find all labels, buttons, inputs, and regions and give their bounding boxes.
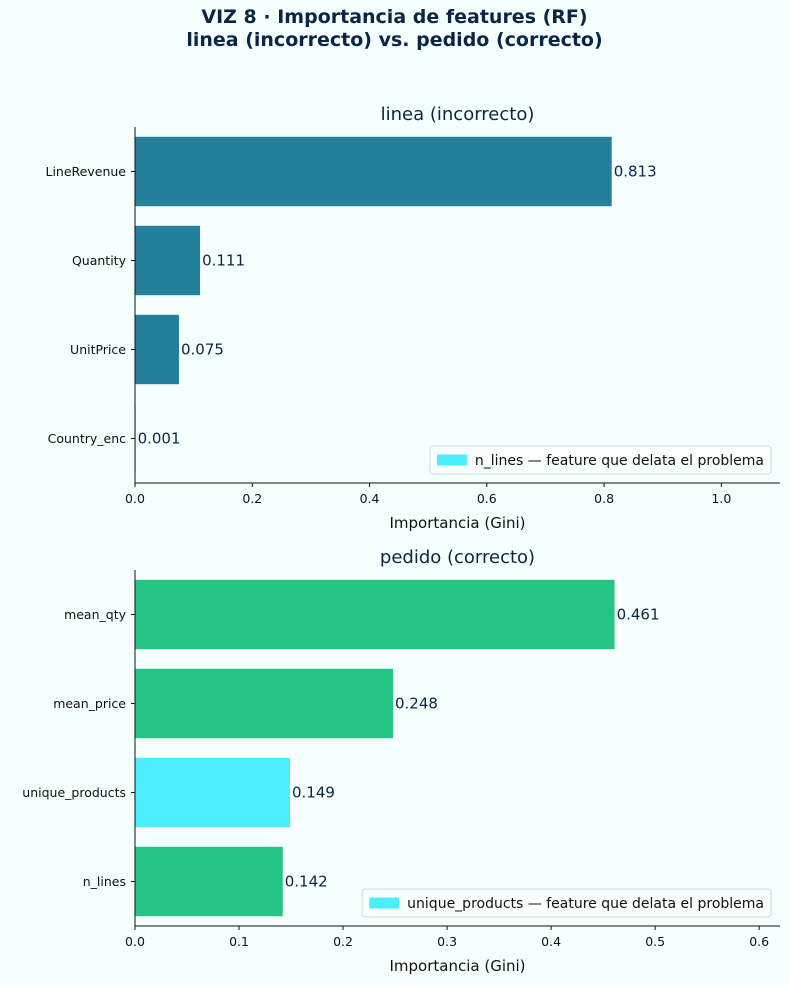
legend-swatch — [436, 454, 467, 466]
figure-title-line-2: linea (incorrecto) vs. pedido (correcto) — [186, 29, 603, 51]
y-tick-label: LineRevenue — [46, 164, 127, 179]
bar — [135, 579, 615, 650]
y-tick-label: UnitPrice — [70, 342, 126, 357]
x-tick-label: 0.0 — [125, 934, 145, 949]
legend: n_lines — feature que delata el problema — [429, 445, 772, 475]
bar-value-label: 0.149 — [292, 784, 335, 802]
y-tick-label: n_lines — [83, 874, 126, 889]
y-tick-label: unique_products — [22, 785, 126, 800]
x-tick-label: 0.0 — [125, 491, 145, 506]
bar-value-label: 0.813 — [614, 163, 657, 181]
bar-value-label: 0.142 — [285, 873, 328, 891]
legend: unique_products — feature que delata el … — [361, 888, 772, 918]
x-tick-label: 0.8 — [594, 491, 614, 506]
figure-title-line-1: VIZ 8 · Importancia de features (RF) — [201, 6, 588, 28]
legend-frame — [429, 445, 772, 475]
bar — [135, 846, 283, 917]
x-axis-title: Importancia (Gini) — [389, 957, 525, 975]
y-tick-label: mean_qty — [64, 607, 127, 622]
chart-panel-2: pedido (correcto) mean_qty 0.461 mean_price… — [22, 547, 780, 975]
legend-label: unique_products — feature que delata el … — [407, 896, 764, 912]
x-tick-label: 0.4 — [541, 934, 561, 949]
bar — [135, 225, 201, 296]
bar-value-label: 0.461 — [617, 606, 660, 624]
bar — [135, 757, 291, 828]
x-tick-label: 1.0 — [711, 491, 731, 506]
legend-frame — [361, 888, 772, 918]
legend-swatch — [369, 897, 400, 909]
bar — [135, 668, 393, 739]
bar — [135, 136, 612, 207]
figure-title: VIZ 8 · Importancia de features (RF) lin… — [0, 6, 789, 52]
y-tick-label: Quantity — [72, 253, 127, 268]
bar-value-label: 0.111 — [202, 252, 245, 270]
bar-value-label: 0.248 — [395, 695, 438, 713]
bar-value-label: 0.075 — [181, 341, 224, 359]
legend-label: n_lines — feature que delata el problema — [475, 453, 764, 469]
bar — [135, 314, 179, 385]
x-tick-label: 0.3 — [437, 934, 457, 949]
x-tick-label: 0.1 — [229, 934, 249, 949]
bar-value-label: 0.001 — [138, 430, 181, 448]
x-tick-label: 0.2 — [333, 934, 353, 949]
x-tick-label: 0.6 — [477, 491, 497, 506]
y-tick-label: Country_enc — [48, 431, 127, 446]
x-axis-title: Importancia (Gini) — [389, 514, 525, 532]
x-tick-label: 0.6 — [749, 934, 769, 949]
chart-title: linea (incorrecto) — [381, 104, 535, 125]
x-tick-label: 0.2 — [242, 491, 262, 506]
chart-title: pedido (correcto) — [380, 547, 535, 568]
x-tick-label: 0.4 — [360, 491, 380, 506]
x-tick-label: 0.5 — [645, 934, 665, 949]
y-tick-label: mean_price — [53, 696, 126, 711]
chart-panel-1: linea (incorrecto) LineRevenue 0.813 Quanti… — [46, 104, 780, 532]
